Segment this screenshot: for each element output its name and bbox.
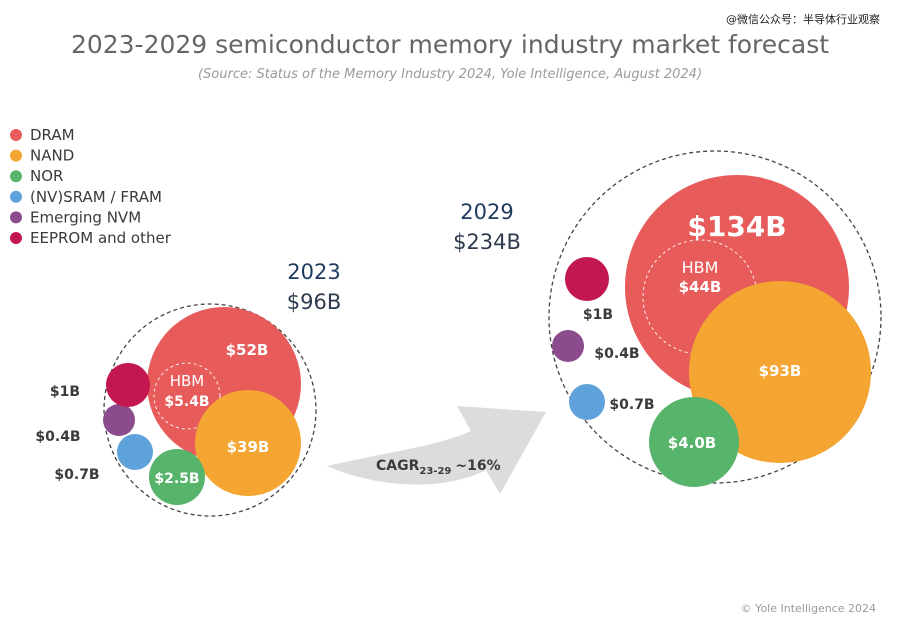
bubble-emerging-nvm-2029 bbox=[552, 330, 584, 362]
cagr-value: ~16% bbox=[455, 458, 500, 474]
bubble-nv-sram-fram-2023 bbox=[117, 434, 153, 470]
legend-dot-eeprom-and-other bbox=[10, 232, 22, 244]
value-label-eeprom-and-other-2029: $1B bbox=[583, 307, 613, 323]
legend-label-nand: NAND bbox=[30, 147, 74, 165]
value-label-nor-2029: $4.0B bbox=[668, 434, 716, 452]
year-2023-group: $52B $39B $2.5B $0.7B $0.4B $1B HBM $5.4B 2023 $9… bbox=[35, 260, 342, 517]
hbm-ring-2023 bbox=[153, 362, 221, 430]
cagr-prefix: CAGR bbox=[376, 458, 420, 474]
growth-arrow-shape bbox=[327, 406, 546, 494]
legend-label-nv-sram-fram: (NV)SRAM / FRAM bbox=[30, 188, 162, 206]
outer-ring-2029 bbox=[548, 150, 882, 484]
legend-dot-nor bbox=[10, 170, 22, 183]
outer-ring-2023 bbox=[103, 303, 317, 517]
legend-dot-nand bbox=[10, 149, 22, 162]
hbm-value-2029: $44B bbox=[679, 278, 722, 296]
cagr-label: CAGR23-29 ~16% bbox=[376, 458, 501, 477]
value-label-dram-2023: $52B bbox=[226, 341, 269, 359]
total-label-2023: $96B bbox=[287, 290, 342, 314]
value-label-emerging-nvm-2029: $0.4B bbox=[594, 346, 639, 362]
hbm-name-2023: HBM bbox=[170, 372, 205, 390]
bubble-emerging-nvm-2023 bbox=[103, 404, 135, 436]
bubble-eeprom-and-other-2023 bbox=[106, 363, 150, 407]
legend-dot-nv-sram-fram bbox=[10, 190, 22, 203]
hbm-name-2029: HBM bbox=[682, 258, 719, 277]
copyright: © Yole Intelligence 2024 bbox=[741, 602, 876, 615]
chart-subtitle: (Source: Status of the Memory Industry 2… bbox=[198, 67, 702, 82]
legend-dot-dram bbox=[10, 129, 22, 141]
value-label-nand-2029: $93B bbox=[759, 362, 802, 380]
value-label-nv-sram-fram-2023: $0.7B bbox=[54, 467, 99, 483]
hbm-value-2023: $5.4B bbox=[164, 394, 209, 410]
bubble-nor-2029 bbox=[649, 397, 739, 487]
year-label-2023: 2023 bbox=[287, 260, 340, 284]
legend-label-emerging-nvm: Emerging NVM bbox=[30, 208, 141, 226]
legend-label-dram: DRAM bbox=[30, 126, 75, 144]
legend: DRAM NAND NOR (NV)SRAM / FRAM Emerging NVM EE… bbox=[10, 126, 172, 247]
value-label-dram-2029: $134B bbox=[687, 210, 786, 243]
total-label-2029: $234B bbox=[453, 230, 521, 254]
year-2029-group: $134B $93B $4.0B $0.7B $0.4B $1B HBM$44B 2029 $2… bbox=[453, 150, 882, 487]
year-label-2029: 2029 bbox=[460, 200, 513, 224]
legend-label-eeprom-and-other: EEPROM and other bbox=[30, 229, 172, 247]
value-label-nor-2023: $2.5B bbox=[154, 471, 199, 487]
legend-dot-emerging-nvm bbox=[10, 211, 22, 224]
growth-arrow: CAGR23-29 ~16% bbox=[327, 406, 546, 494]
value-label-nand-2023: $39B bbox=[227, 438, 270, 456]
value-label-emerging-nvm-2023: $0.4B bbox=[35, 429, 80, 445]
bubble-nv-sram-fram-2029 bbox=[569, 384, 605, 420]
watermark: @微信公众号：半导体行业观察 bbox=[726, 12, 880, 26]
bubble-nand-2029 bbox=[689, 281, 871, 463]
value-label-eeprom-and-other-2023: $1B bbox=[50, 384, 80, 400]
bubble-nand-2023 bbox=[195, 390, 301, 496]
legend-label-nor: NOR bbox=[30, 167, 63, 185]
cagr-period: 23-29 bbox=[419, 466, 451, 477]
chart-title: 2023-2029 semiconductor memory industry … bbox=[71, 30, 829, 59]
value-label-nv-sram-fram-2029: $0.7B bbox=[609, 397, 654, 413]
bubble-nor-2023 bbox=[149, 449, 205, 505]
bubble-eeprom-and-other-2029 bbox=[565, 257, 609, 301]
